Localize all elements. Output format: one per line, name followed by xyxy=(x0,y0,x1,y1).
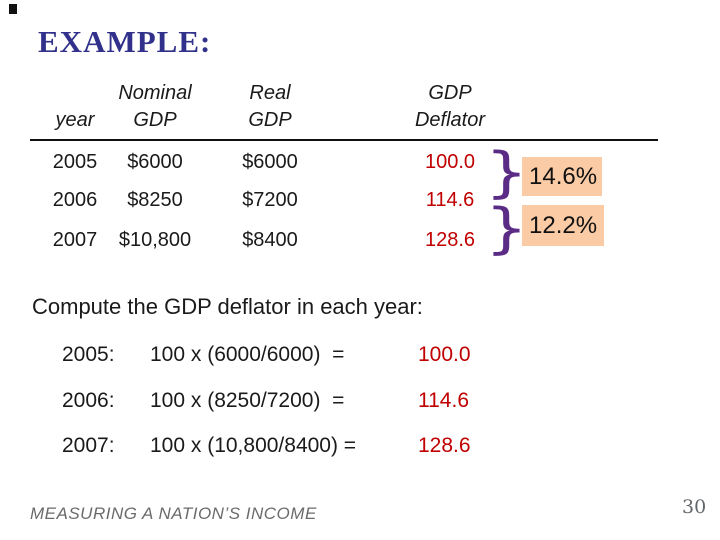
growth-brace-icon: } xyxy=(485,141,528,204)
table-row-2006-nominal-gdp: $8250 xyxy=(127,189,183,211)
slide-title: EXAMPLE: xyxy=(38,24,212,59)
col-header-real-bottom: GDP xyxy=(248,109,292,131)
table-row-2007-real-gdp: $8400 xyxy=(242,229,298,251)
growth-callout-2005-2006: 14.6% xyxy=(522,157,602,196)
col-header-year: year xyxy=(55,109,95,131)
calc-2006-formula: 100 x (8250/7200) = xyxy=(150,389,345,412)
table-header-rule xyxy=(30,139,658,141)
calc-2007-result: 128.6 xyxy=(418,434,471,457)
growth-brace-icon: } xyxy=(485,197,528,260)
calc-2005-result: 100.0 xyxy=(418,343,471,366)
table-row-2005-nominal-gdp: $6000 xyxy=(127,151,183,173)
table-row-2005-deflator: 100.0 xyxy=(424,151,476,173)
table-row-2005-year: 2005 xyxy=(52,151,98,173)
col-header-deflator-bottom: Deflator xyxy=(414,109,486,131)
table-row-2007-deflator: 128.6 xyxy=(424,229,476,251)
col-header-nominal-bottom: GDP xyxy=(133,109,177,131)
calc-2005-formula: 100 x (6000/6000) = xyxy=(150,343,345,366)
col-header-real-top: Real xyxy=(249,82,291,104)
calc-2005-year: 2005: xyxy=(62,343,115,366)
footer-chapter-title: MEASURING A NATION’S INCOME xyxy=(30,504,317,523)
slide-page-number: 30 xyxy=(682,496,707,518)
table-row-2007-year: 2007 xyxy=(52,229,98,251)
calc-2006-result: 114.6 xyxy=(418,389,469,412)
col-header-deflator-top: GDP xyxy=(428,82,472,104)
table-row-2006-year: 2006 xyxy=(52,189,98,211)
calc-2007-year: 2007: xyxy=(62,434,115,457)
table-row-2005-real-gdp: $6000 xyxy=(242,151,298,173)
calc-2006-year: 2006: xyxy=(62,389,115,412)
col-header-nominal-top: Nominal xyxy=(118,82,192,104)
growth-callout-2006-2007: 12.2% xyxy=(522,205,604,246)
corner-square-mark xyxy=(9,4,17,14)
calc-2007-formula: 100 x (10,800/8400) = xyxy=(150,434,357,457)
table-row-2007-nominal-gdp: $10,800 xyxy=(118,229,192,251)
compute-prompt: Compute the GDP deflator in each year: xyxy=(32,294,423,319)
table-row-2006-deflator: 114.6 xyxy=(425,189,475,211)
table-row-2006-real-gdp: $7200 xyxy=(242,189,298,211)
